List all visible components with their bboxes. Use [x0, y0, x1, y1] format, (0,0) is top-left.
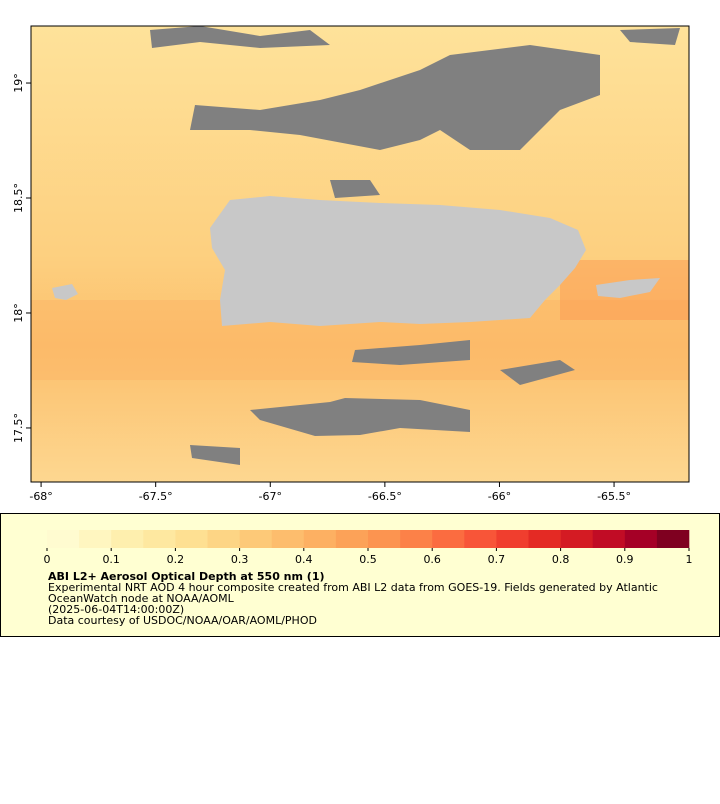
- colorbar-tick-label: 0.4: [295, 553, 313, 566]
- colorbar-swatch: [368, 530, 401, 548]
- colorbar-tick-label: 0.8: [552, 553, 570, 566]
- colorbar-tick-label: 1: [686, 553, 693, 566]
- colorbar-swatch: [624, 530, 658, 548]
- colorbar-tick-label: 0.5: [359, 553, 377, 566]
- caption-line: Data courtesy of USDOC/NOAA/OAR/AOML/PHO…: [48, 614, 317, 627]
- colorbar-swatch: [207, 530, 240, 548]
- colorbar-swatch: [47, 530, 80, 548]
- x-tick-label: -66.5°: [368, 490, 402, 503]
- colorbar-swatch: [432, 530, 465, 548]
- colorbar-swatch: [111, 530, 144, 548]
- colorbar-tick-label: 0.6: [423, 553, 441, 566]
- colorbar-swatch: [464, 530, 497, 548]
- y-tick-label: 17.5°: [12, 413, 25, 443]
- caption-line: (2025-06-04T14:00:00Z): [48, 603, 184, 616]
- x-tick-label: -66°: [488, 490, 511, 503]
- colorbar-swatch: [592, 530, 626, 548]
- caption-line: OceanWatch node at NOAA/AOML: [48, 592, 235, 605]
- colorbar-tick-label: 0.3: [231, 553, 249, 566]
- colorbar-tick-label: 0.9: [616, 553, 634, 566]
- y-tick-label: 18.5°: [12, 183, 25, 213]
- map-image: [30, 25, 690, 483]
- x-tick-label: -68°: [29, 490, 52, 503]
- y-tick-label: 19°: [12, 73, 25, 93]
- colorbar-tick-label: 0.1: [102, 553, 120, 566]
- colorbar-swatch: [335, 530, 369, 548]
- colorbar-tick-label: 0.2: [167, 553, 185, 566]
- colorbar-panel: 0 0.1 0.2 0.3 0.4 0.5 0.6 0.7 0.8 0.9 1 ABI L2+ Ae…: [0, 513, 720, 637]
- colorbar-tick-label: 0: [44, 553, 51, 566]
- axes: -68° -67.5° -67° -66.5° -66° -65.5° 17.5° 18° 18…: [12, 73, 631, 503]
- caption-line: Experimental NRT AOD 4 hour composite cr…: [48, 581, 658, 594]
- colorbar-swatch: [175, 530, 208, 548]
- colorbar-swatch: [528, 530, 561, 548]
- y-tick-label: 18°: [12, 303, 25, 323]
- colorbar-swatch: [560, 530, 593, 548]
- colorbar-swatch: [79, 530, 112, 548]
- colorbar-swatch: [271, 530, 305, 548]
- colorbar-swatch: [656, 530, 690, 548]
- colorbar: 0 0.1 0.2 0.3 0.4 0.5 0.6 0.7 0.8 0.9 1: [44, 530, 693, 566]
- colorbar-title: ABI L2+ Aerosol Optical Depth at 550 nm …: [48, 570, 325, 583]
- colorbar-swatch: [239, 530, 272, 548]
- x-tick-label: -65.5°: [597, 490, 631, 503]
- colorbar-tick-label: 0.7: [488, 553, 506, 566]
- x-tick-label: -67°: [259, 490, 282, 503]
- colorbar-swatch: [496, 530, 529, 548]
- colorbar-swatch: [303, 530, 337, 548]
- colorbar-swatch: [400, 530, 433, 548]
- colorbar-swatch: [143, 530, 176, 548]
- x-tick-label: -67.5°: [139, 490, 173, 503]
